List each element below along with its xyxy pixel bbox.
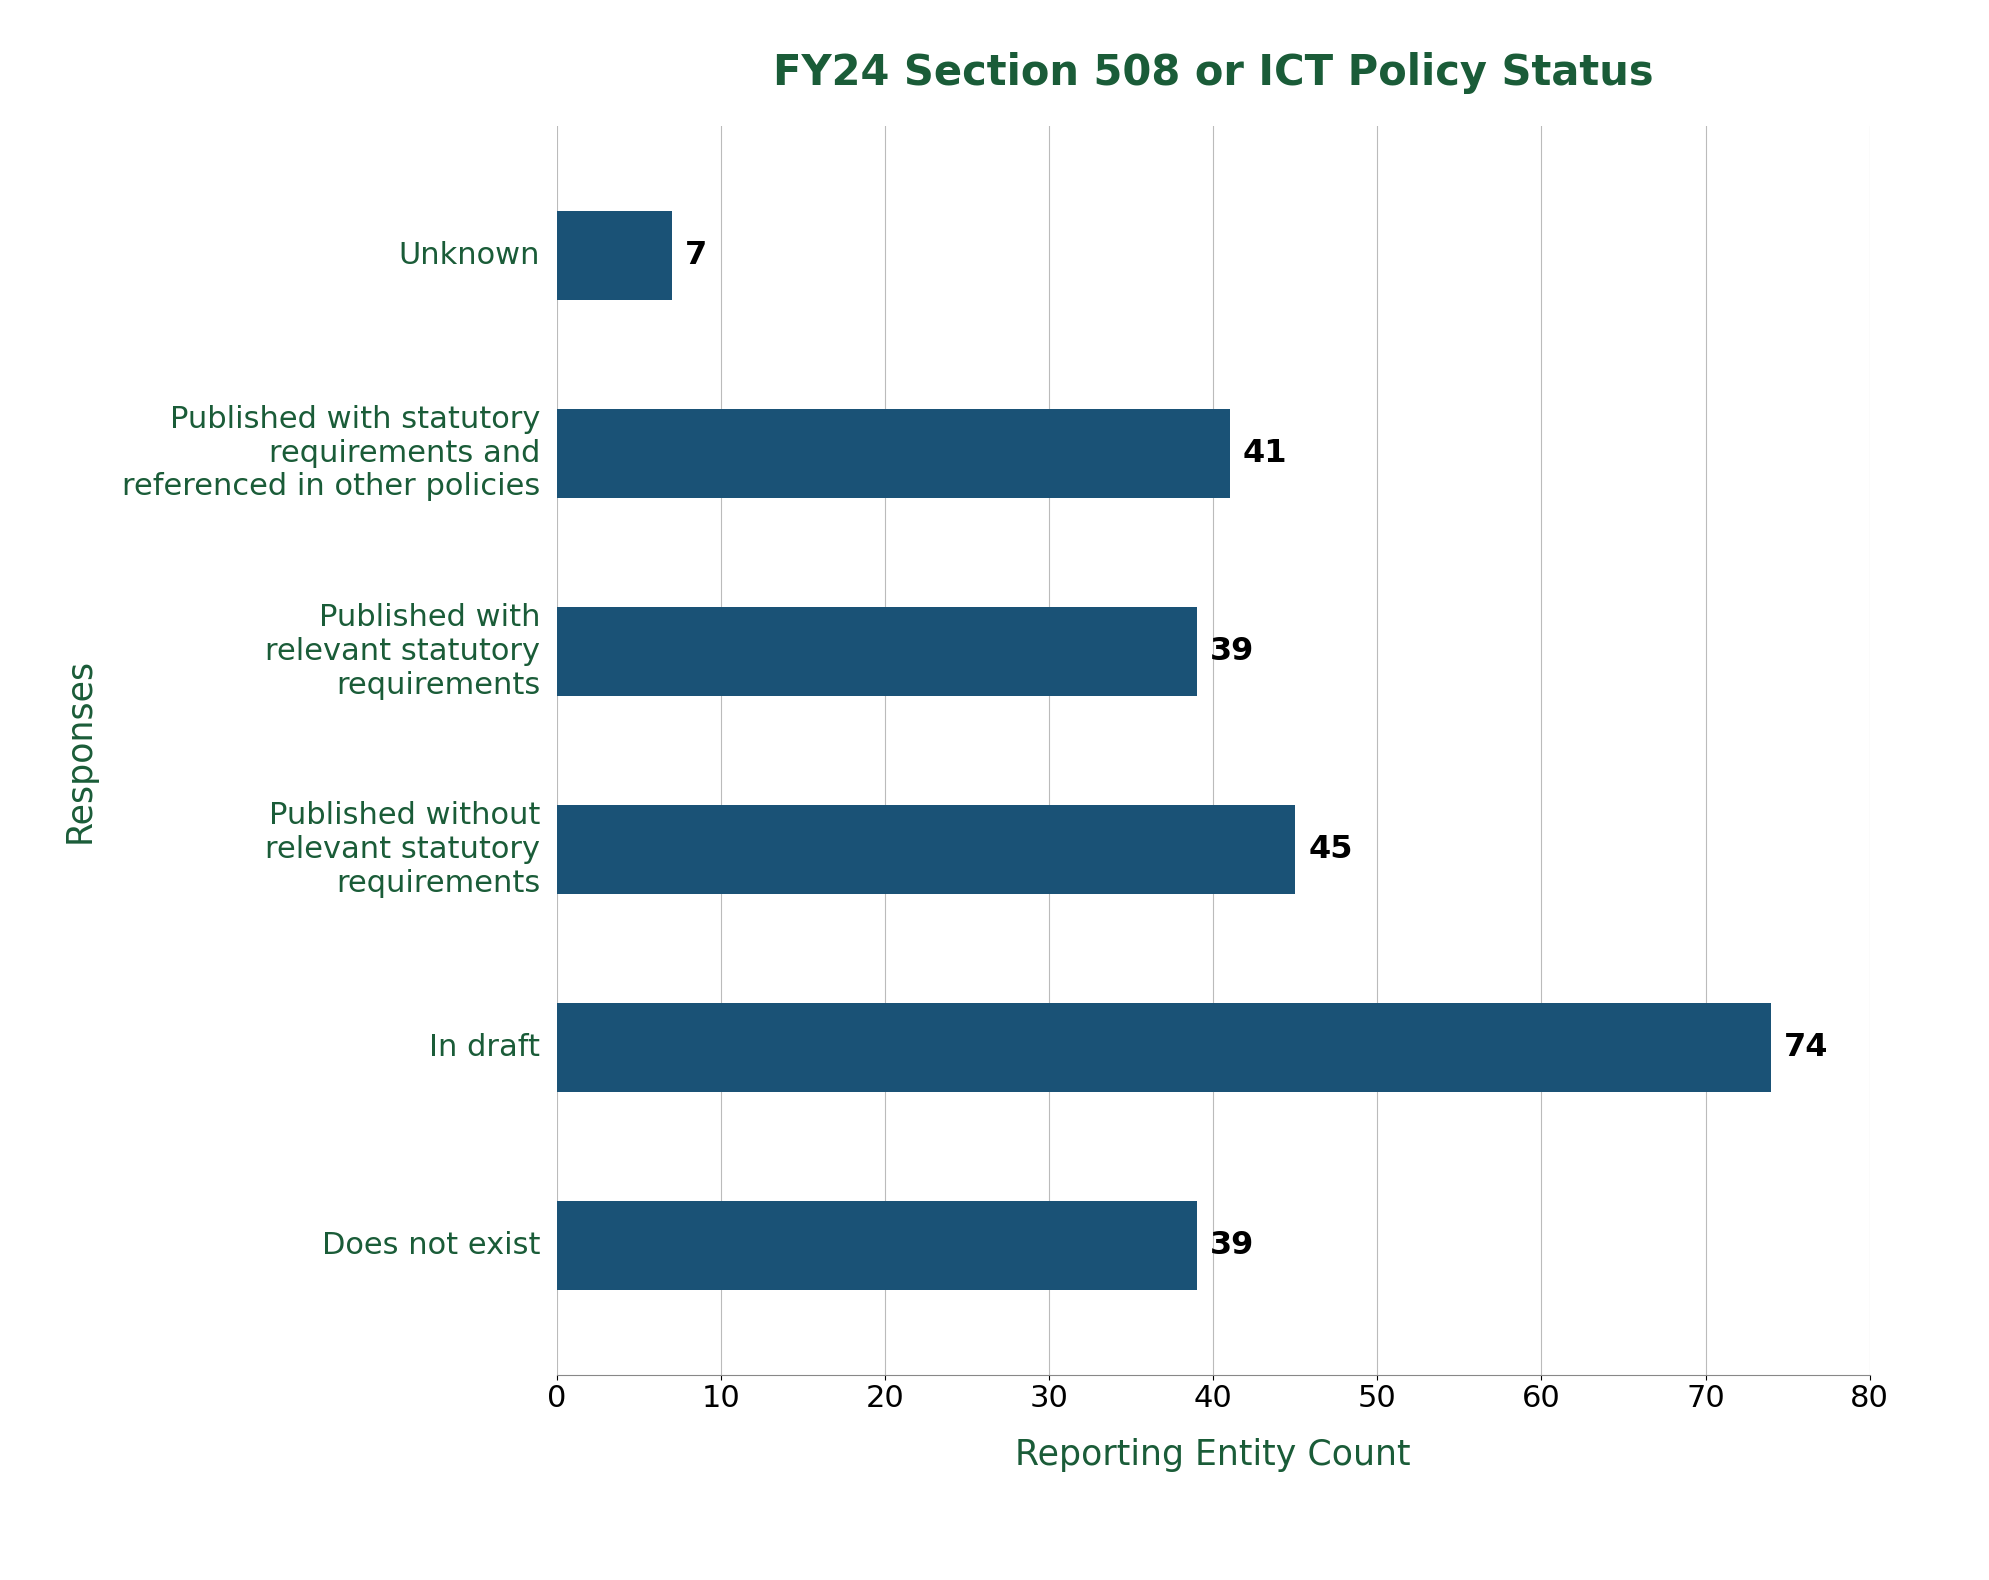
Bar [557,804,1295,894]
Text: 39: 39 [1209,1231,1255,1261]
Bar [557,210,672,300]
Title: FY24 Section 508 or ICT Policy Status: FY24 Section 508 or ICT Policy Status [774,52,1653,93]
X-axis label: Reporting Entity Count: Reporting Entity Count [1016,1438,1410,1473]
Text: 39: 39 [1209,635,1255,667]
Bar [557,1201,1197,1291]
Bar [557,409,1229,498]
Text: 41: 41 [1243,438,1287,469]
Y-axis label: Responses: Responses [64,657,97,844]
Text: 74: 74 [1784,1032,1828,1063]
Text: 7: 7 [684,240,708,270]
Bar [557,1003,1770,1092]
Text: 45: 45 [1309,834,1353,866]
Bar [557,607,1197,697]
